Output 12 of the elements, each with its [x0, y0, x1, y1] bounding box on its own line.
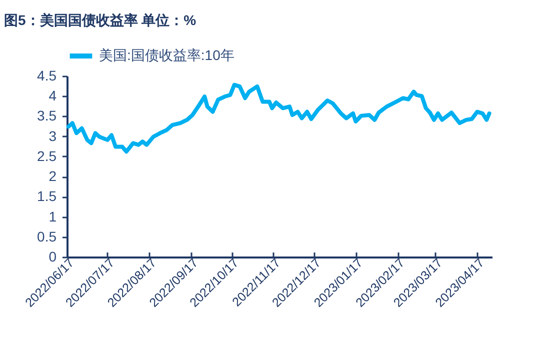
y-tick-label: 3	[48, 128, 57, 144]
legend-label: 美国:国债收益率:10年	[99, 47, 234, 63]
y-tick-label: 2.5	[37, 148, 57, 164]
line-series	[66, 82, 492, 154]
y-tick-label: 2	[48, 168, 57, 184]
y-tick-label: 4.5	[37, 68, 57, 84]
y-tick-label: 3.5	[37, 108, 57, 124]
chart-title: 图5：美国国债收益率 单位：%	[4, 12, 197, 28]
y-tick-label: 1.5	[37, 188, 57, 204]
y-tick-label: 4	[48, 88, 57, 104]
y-tick-label: 1	[48, 208, 57, 224]
y-tick-label: 0.5	[37, 228, 57, 244]
